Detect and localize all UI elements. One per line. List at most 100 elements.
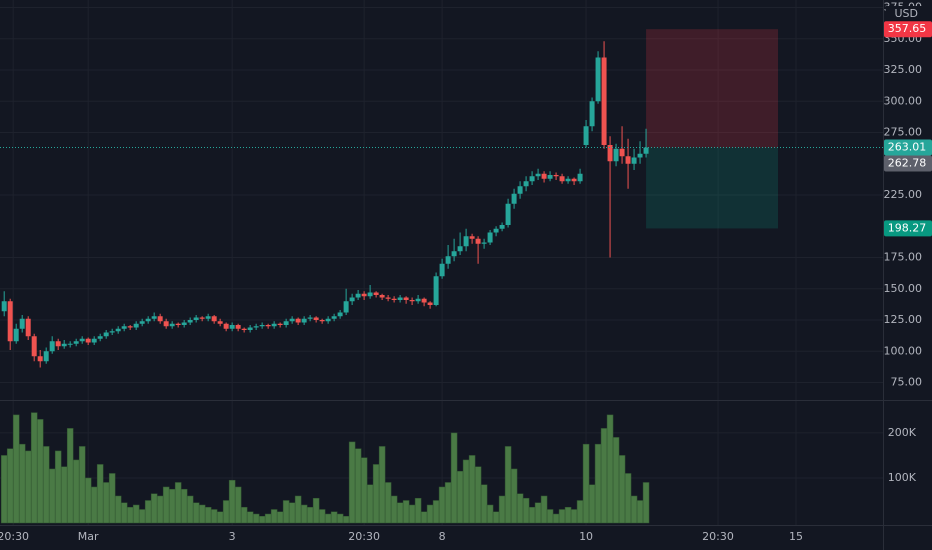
candle-body	[199, 317, 205, 319]
stop-label-bg	[884, 21, 932, 38]
candle-body	[355, 293, 361, 298]
candle-body	[37, 356, 43, 362]
volume-bar	[12, 414, 20, 524]
volume-bar	[606, 414, 614, 524]
candle-body	[19, 318, 25, 329]
candle-body	[265, 325, 271, 327]
volume-bar	[576, 500, 584, 524]
candle-body	[583, 126, 589, 145]
volume-bar	[294, 495, 302, 524]
candle-body	[571, 178, 577, 182]
volume-bar	[42, 446, 50, 524]
candle-body	[643, 147, 649, 154]
x-tick-label: 8	[439, 530, 446, 543]
entry-label: 262.78	[888, 156, 927, 169]
candle-body	[85, 338, 91, 343]
volume-bar	[204, 506, 212, 524]
volume-bar	[408, 504, 416, 524]
volume-bar	[552, 513, 560, 524]
volume-bar	[474, 466, 482, 524]
volume-bar	[300, 504, 308, 524]
candle-body	[493, 228, 499, 233]
volume-bar	[630, 495, 638, 524]
volume-bar	[396, 502, 404, 524]
candle-body	[337, 312, 343, 317]
candle-body	[157, 316, 163, 322]
candle-body	[463, 236, 469, 247]
x-tick-label: 20:30	[702, 530, 734, 543]
volume-bar	[132, 504, 140, 524]
candle-body	[385, 297, 391, 299]
x-tick-label: 15	[789, 530, 803, 543]
volume-bar	[126, 506, 134, 524]
volume-bar	[336, 513, 344, 524]
candle-body	[139, 321, 145, 324]
volume-bar	[0, 455, 8, 524]
candle-body	[433, 276, 439, 305]
candle-body	[277, 323, 283, 325]
volume-bar	[642, 482, 650, 524]
candle-body	[601, 57, 607, 145]
y-tick-label: 75.00	[891, 376, 923, 389]
candle-body	[247, 327, 253, 330]
volume-bar	[30, 412, 38, 524]
volume-bar	[276, 511, 284, 524]
y-tick-label: 100.00	[884, 344, 923, 357]
candle-body	[481, 242, 487, 244]
candle-body	[55, 341, 61, 347]
candle-body	[235, 325, 241, 329]
candle-body	[535, 173, 541, 177]
candle-body	[577, 173, 583, 182]
volume-bar	[216, 511, 224, 524]
candle-body	[241, 328, 247, 330]
volume-bar	[144, 500, 152, 524]
candle-body	[559, 176, 565, 182]
candle-body	[361, 293, 367, 297]
y-tick-label: 325.00	[884, 63, 923, 76]
x-tick-label: 20:30	[0, 530, 29, 543]
volume-bar	[324, 513, 332, 524]
stop-label: 357.65	[888, 22, 927, 35]
volume-bar	[558, 509, 566, 524]
y-tick-label: 175.00	[884, 251, 923, 264]
volume-bar	[372, 464, 380, 524]
candle-body	[403, 297, 409, 300]
volume-bar	[186, 495, 194, 524]
volume-bar	[378, 446, 386, 524]
candle-body	[289, 318, 295, 322]
volume-bar	[6, 448, 14, 524]
volume-bar	[288, 502, 296, 524]
candle-body	[349, 297, 355, 302]
volume-bar	[354, 448, 362, 524]
candle-body	[475, 238, 481, 244]
volume-bar	[36, 419, 44, 524]
candle-body	[619, 148, 625, 157]
volume-bar	[156, 495, 164, 524]
volume-bar	[432, 500, 440, 524]
volume-bar	[360, 457, 368, 524]
volume-bar	[546, 509, 554, 524]
volume-bar	[582, 443, 590, 524]
volume-bar	[456, 470, 464, 524]
volume-bar	[510, 468, 518, 524]
candle-body	[553, 175, 559, 177]
volume-bar	[252, 513, 260, 524]
volume-bar	[102, 482, 110, 524]
volume-bar	[540, 495, 548, 524]
volume-bar	[228, 479, 236, 524]
x-tick-label: 10	[579, 530, 593, 543]
y-tick-label: 150.00	[884, 282, 923, 295]
volume-bar	[498, 495, 506, 524]
volume-bar	[342, 515, 350, 524]
currency-bg	[886, 6, 932, 22]
volume-bar	[414, 497, 422, 524]
candle-body	[409, 300, 415, 302]
volume-bar	[312, 497, 320, 524]
candle-body	[505, 203, 511, 225]
candle-body	[7, 301, 13, 342]
volume-bar	[264, 513, 272, 524]
volume-bar	[270, 509, 278, 524]
candle-body	[421, 298, 427, 303]
volume-bar	[66, 428, 74, 524]
volume-bar	[486, 504, 494, 524]
